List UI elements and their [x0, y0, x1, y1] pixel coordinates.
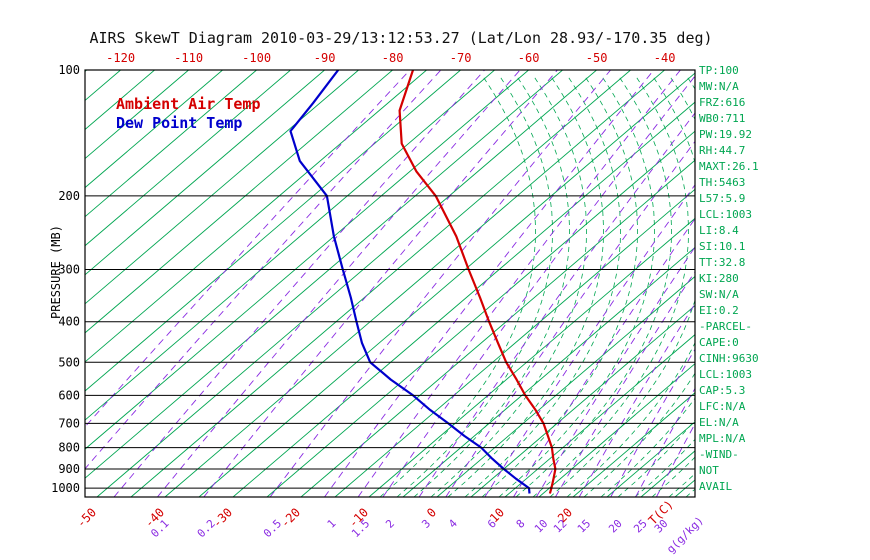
- sounding-param: FRZ:616: [699, 96, 746, 109]
- sounding-param: SI:10.1: [699, 240, 746, 253]
- top-axis-tick-label: -60: [518, 51, 540, 65]
- pressure-tick-label: 200: [58, 189, 80, 203]
- sounding-param: -PARCEL-: [699, 320, 752, 333]
- sounding-param: LI:8.4: [699, 224, 739, 237]
- sounding-param: L57:5.9: [699, 192, 746, 205]
- mixing-ratio-unit-label: g(g/kg): [664, 514, 706, 556]
- sounding-param: PW:19.92: [699, 128, 752, 141]
- mixing-ratio-tick-label: 8: [514, 517, 528, 531]
- sounding-param: LFC:N/A: [699, 400, 746, 413]
- sounding-param: CAP:5.3: [699, 384, 746, 397]
- top-axis-tick-label: -80: [382, 51, 404, 65]
- sounding-param: TP:100: [699, 64, 739, 77]
- sounding-param: SW:N/A: [699, 288, 739, 301]
- sounding-param: AVAIL: [699, 480, 733, 493]
- top-axis-tick-label: -90: [314, 51, 336, 65]
- pressure-tick-label: 900: [58, 462, 80, 476]
- sounding-param: MPL:N/A: [699, 432, 746, 445]
- top-axis-tick-label: -50: [586, 51, 608, 65]
- legend-dew-point-temp: Dew Point Temp: [116, 114, 243, 132]
- top-axis-tick-label: -120: [106, 51, 135, 65]
- top-axis-tick-label: -110: [174, 51, 203, 65]
- pressure-tick-label: 100: [58, 63, 80, 77]
- bottom-axis-tick-label: 0: [424, 505, 439, 520]
- mixing-ratio-tick-label: 1: [325, 517, 339, 531]
- sounding-param: MAXT:26.1: [699, 160, 759, 173]
- sounding-param: KI:280: [699, 272, 739, 285]
- pressure-tick-label: 400: [58, 315, 80, 329]
- ambient-air-temp-curve: [398, 70, 557, 494]
- y-axis-label: PRESSURE (MB): [49, 225, 63, 319]
- pressure-tick-label: 600: [58, 388, 80, 402]
- sounding-param: RH:44.7: [699, 144, 746, 157]
- pressure-tick-label: 500: [58, 355, 80, 369]
- sounding-param: LCL:1003: [699, 208, 752, 221]
- sounding-param: MW:N/A: [699, 80, 739, 93]
- pressure-tick-label: 800: [58, 441, 80, 455]
- bottom-axis-tick-label: -50: [74, 505, 99, 530]
- plot-border: [84, 69, 696, 498]
- pressure-tick-label: 700: [58, 416, 80, 430]
- pressure-tick-label: 300: [58, 263, 80, 277]
- skewt-grid: [85, 70, 695, 497]
- sounding-param: LCL:1003: [699, 368, 752, 381]
- sounding-param: CAPE:0: [699, 336, 739, 349]
- top-axis-tick-label: -70: [450, 51, 472, 65]
- pressure-tick-label: 1000: [51, 481, 80, 495]
- sounding-param: EI:0.2: [699, 304, 739, 317]
- sounding-param: EL:N/A: [699, 416, 739, 429]
- sounding-param: -WIND-: [699, 448, 739, 461]
- legend-ambient-air-temp: Ambient Air Temp: [116, 95, 261, 113]
- mixing-ratio-tick-label: 10: [532, 517, 551, 536]
- mixing-ratio-tick-label: 2: [383, 517, 397, 531]
- sounding-parameters-panel: TP:100 MW:N/A FRZ:616 WB0:711 PW:19.92 RH:44.…: [699, 63, 759, 495]
- top-axis-tick-label: -40: [654, 51, 676, 65]
- mixing-ratio-tick-label: 15: [575, 517, 594, 536]
- mixing-ratio-tick-label: 3: [419, 517, 433, 531]
- sounding-param: NOT: [699, 464, 719, 477]
- sounding-param: WB0:711: [699, 112, 746, 125]
- chart-title: AIRS SkewT Diagram 2010-03-29/13:12:53.2…: [89, 29, 713, 47]
- top-axis-tick-label: -100: [242, 51, 271, 65]
- mixing-ratio-tick-label: 20: [606, 517, 625, 536]
- mixing-ratio-tick-label: 4: [446, 517, 460, 531]
- sounding-param: CINH:9630: [699, 352, 759, 365]
- dew-point-curve: [289, 70, 531, 494]
- sounding-param: TT:32.8: [699, 256, 746, 269]
- sounding-param: TH:5463: [699, 176, 746, 189]
